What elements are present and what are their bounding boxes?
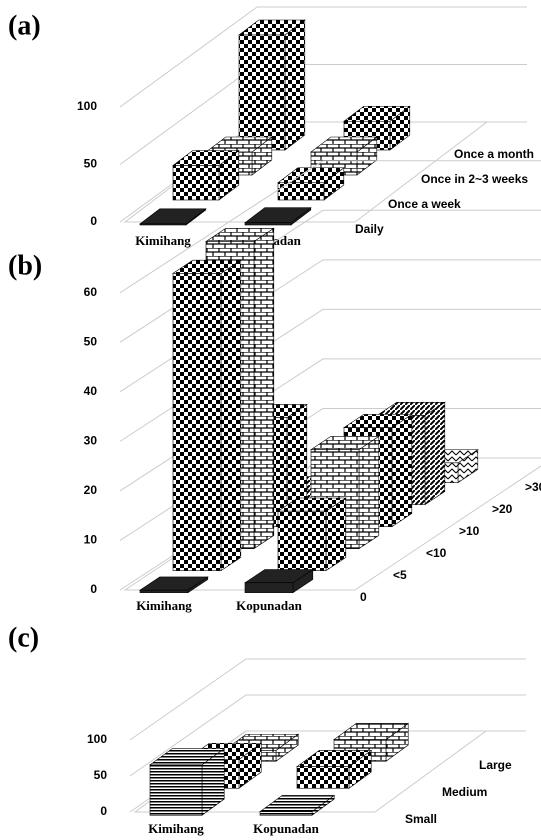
bar-front: [238, 34, 286, 151]
bar: [139, 576, 209, 594]
row-label: Small: [405, 812, 437, 826]
panel-b: (b) 0 10 20 30 40 50 60 Kimihang Kopunadan 0 <5 <10 >…: [8, 160, 541, 613]
bar-front: [172, 165, 220, 201]
bar: [244, 568, 314, 594]
row-label: >10: [459, 524, 480, 538]
x-tick-label: Kimihang: [136, 598, 192, 613]
bar-side: [284, 19, 306, 151]
bar: [244, 207, 312, 226]
y-tick-label: 100: [77, 99, 97, 113]
y-tick-label: 30: [84, 434, 98, 448]
bar-front: [244, 222, 292, 226]
bar-front: [277, 510, 327, 571]
bar-front: [139, 223, 187, 226]
bar-front: [277, 182, 325, 201]
y-tick-label: 0: [90, 582, 97, 596]
y-tick-label: 60: [84, 285, 98, 299]
bar: [296, 749, 373, 789]
bar: [172, 259, 242, 572]
panel-label: (a): [8, 10, 41, 41]
bar-front: [172, 273, 222, 571]
bar-side: [391, 413, 413, 528]
bar-front: [149, 764, 203, 816]
y-tick-label: 100: [87, 732, 107, 746]
row-label: 0: [360, 590, 367, 604]
grid-line: [129, 658, 526, 741]
x-tick-label: Kopunadan: [253, 821, 320, 836]
y-tick-label: 0: [100, 804, 107, 818]
row-label: Daily: [355, 222, 384, 236]
row-label: Once a week: [388, 197, 461, 211]
bar: [277, 497, 347, 572]
y-tick-label: 50: [84, 157, 98, 171]
bar: [172, 149, 240, 201]
bar: [259, 794, 336, 816]
row-label: Medium: [442, 785, 487, 799]
grid-line: [119, 6, 527, 108]
bar-side: [220, 259, 242, 572]
panel-c: (c) 0 50 100 Kimihang Kopunadan Small Medium Lar…: [8, 622, 526, 836]
bar-side: [424, 401, 446, 506]
bar: [149, 748, 226, 816]
row-label: Once in 2~3 weeks: [421, 172, 528, 186]
row-label: >20: [492, 502, 513, 516]
bar-side: [253, 227, 275, 550]
row-label: <10: [426, 546, 447, 560]
y-tick-label: 50: [94, 768, 108, 782]
bar: [310, 136, 378, 176]
bar-top: [244, 207, 312, 223]
bar-top: [139, 576, 209, 591]
panel-a: (a)050100KimihangKopunadanDailyOnce a we…: [8, 6, 534, 248]
bar: [238, 19, 306, 151]
grid-line: [129, 694, 526, 777]
panel-label: (b): [8, 250, 42, 281]
row-label: Once a month: [454, 147, 534, 161]
y-tick-label: 0: [90, 214, 97, 228]
x-tick-label: Kimihang: [135, 233, 191, 248]
bar-front: [139, 589, 189, 593]
bar-front: [259, 811, 313, 816]
bar: [139, 208, 207, 226]
y-tick-label: 40: [84, 384, 98, 398]
bar-front: [244, 582, 294, 593]
x-tick-label: Kimihang: [148, 821, 204, 836]
y-tick-label: 50: [84, 334, 98, 348]
bar-front: [296, 766, 350, 789]
row-label: <5: [393, 568, 407, 582]
bar-top: [259, 795, 336, 812]
y-tick-label: 10: [84, 533, 98, 547]
grid-line: [119, 160, 541, 294]
x-tick-label: Kopunadan: [236, 598, 303, 613]
row-label: Large: [479, 758, 512, 772]
y-tick-label: 20: [84, 483, 98, 497]
row-label: >30: [525, 480, 541, 494]
panel-label: (c): [8, 622, 39, 653]
bar-side: [358, 435, 380, 550]
